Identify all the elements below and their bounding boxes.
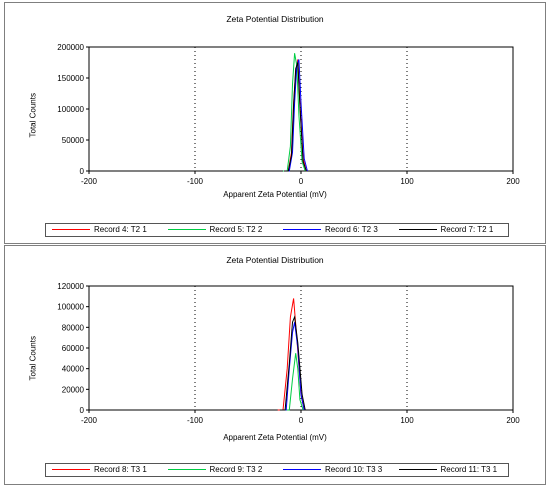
series-line-4 xyxy=(284,62,307,172)
y-tick-label: 150000 xyxy=(57,74,84,83)
legend-label: Record 6: T2 3 xyxy=(325,225,378,234)
legend-label: Record 8: T3 1 xyxy=(94,465,147,474)
legend-swatch xyxy=(283,469,321,471)
plot-area: -200 -100 0 100 200 0 50000 100000 150000 200000 xyxy=(57,43,520,186)
x-tick-label: 200 xyxy=(506,416,520,425)
legend-swatch xyxy=(52,229,90,231)
legend-label: Record 9: T3 2 xyxy=(209,465,263,474)
legend-swatch xyxy=(283,229,321,231)
y-tick-label: 100000 xyxy=(57,303,84,312)
y-tick-label: 120000 xyxy=(57,282,84,291)
legend-item: Record 11: T3 1 xyxy=(398,464,498,476)
plot-area: -200 -100 0 100 200 0 20000 40000 60000 80000 1000… xyxy=(57,282,520,425)
x-tick-label: 100 xyxy=(400,416,414,425)
legend-item: Record 6: T2 3 xyxy=(283,224,378,236)
x-tick-label: 200 xyxy=(506,177,520,186)
legend-swatch xyxy=(167,229,206,231)
legend-swatch xyxy=(398,229,437,231)
x-axis-label: Apparent Zeta Potential (mV) xyxy=(223,190,327,199)
y-tick-label: 20000 xyxy=(62,385,85,394)
y-tick-label: 0 xyxy=(80,167,85,176)
legend-label: Record 5: T2 2 xyxy=(209,225,263,234)
y-tick-label: 80000 xyxy=(62,323,85,332)
x-axis-label: Apparent Zeta Potential (mV) xyxy=(223,433,327,442)
y-tick-label: 60000 xyxy=(62,344,85,353)
legend-item: Record 7: T2 1 xyxy=(398,224,494,236)
x-tick-label: -200 xyxy=(81,177,98,186)
y-tick-label: 50000 xyxy=(62,136,85,145)
chart-panel-2: Zeta Potential Distribution Total Counts… xyxy=(4,245,546,485)
chart-title: Zeta Potential Distribution xyxy=(226,14,324,24)
series-line-3 xyxy=(281,322,305,411)
legend-label: Record 11: T3 1 xyxy=(440,465,498,474)
x-tick-label: -200 xyxy=(81,416,98,425)
series-line-2 xyxy=(285,353,304,411)
series-line-3 xyxy=(285,59,308,172)
legend-swatch xyxy=(52,469,90,471)
y-tick-label: 40000 xyxy=(62,365,85,374)
x-tick-label: -100 xyxy=(187,177,204,186)
legend-label: Record 4: T2 1 xyxy=(94,225,147,234)
legend: Record 8: T3 1 Record 9: T3 2 Record 10: T… xyxy=(45,463,509,477)
x-tick-label: -100 xyxy=(187,416,204,425)
x-tick-label: 100 xyxy=(400,177,414,186)
series-line-4 xyxy=(279,315,306,411)
series-line-2 xyxy=(283,53,306,172)
x-tick-label: 0 xyxy=(299,177,304,186)
legend-item: Record 9: T3 2 xyxy=(167,464,263,476)
legend: Record 4: T2 1 Record 5: T2 2 Record 6: T2… xyxy=(45,223,509,237)
legend-item: Record 8: T3 1 xyxy=(52,464,147,476)
legend-label: Record 10: T3 3 xyxy=(325,465,383,474)
legend-item: Record 10: T3 3 xyxy=(283,464,382,476)
y-tick-label: 0 xyxy=(80,406,85,415)
legend-swatch xyxy=(167,469,206,471)
y-tick-label: 200000 xyxy=(57,43,84,52)
chart-panel-1: Zeta Potential Distribution Total Counts… xyxy=(4,2,546,244)
y-tick-label: 100000 xyxy=(57,105,84,114)
chart-title: Zeta Potential Distribution xyxy=(226,255,324,265)
legend-swatch xyxy=(398,469,437,471)
legend-label: Record 7: T2 1 xyxy=(440,225,494,234)
x-tick-label: 0 xyxy=(299,416,304,425)
legend-item: Record 5: T2 2 xyxy=(167,224,263,236)
legend-item: Record 4: T2 1 xyxy=(52,224,147,236)
